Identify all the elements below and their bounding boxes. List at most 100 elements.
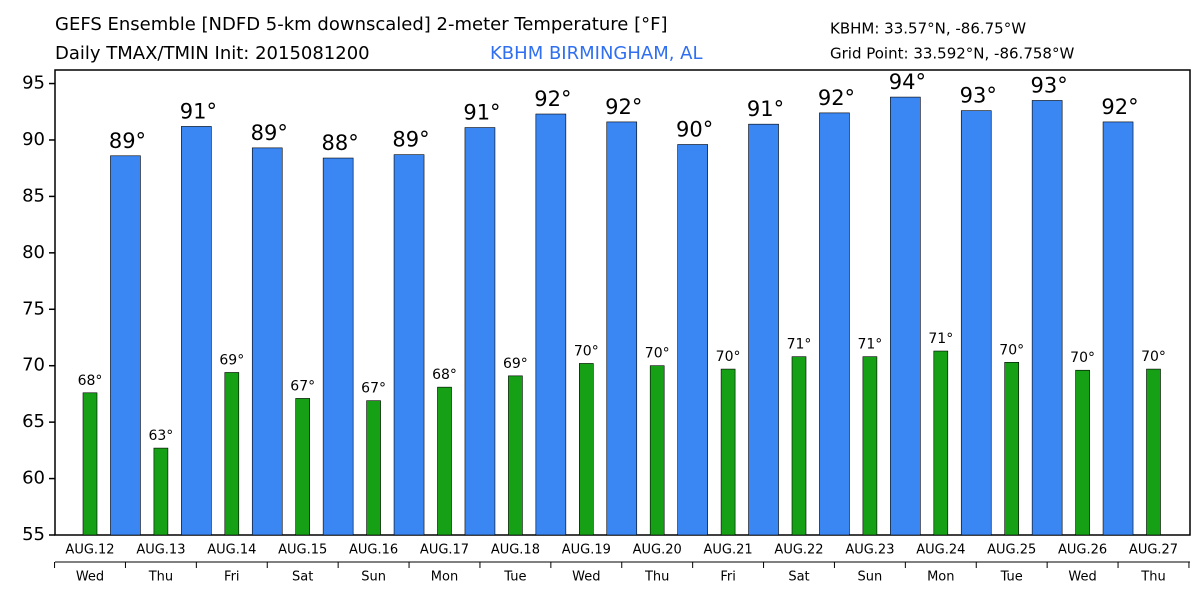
x-tick-label: AUG.12 [65,543,114,558]
max-bar [748,123,779,536]
min-bar [720,368,736,536]
x-tick-label: AUG.21 [704,543,753,558]
min-bar [1146,368,1161,536]
max-bar [1102,121,1134,536]
x-tick-label: AUG.25 [987,543,1036,558]
weekday-label: Mon [431,570,458,585]
x-tick-label: AUG.15 [278,543,327,558]
value-label: 68° [78,373,103,389]
y-tick-label: 90 [22,129,45,150]
min-bar [82,392,98,536]
min-bar [295,398,311,536]
y-tick-label: 75 [22,298,45,319]
y-tick-label: 80 [22,242,45,263]
x-tick-label: AUG.14 [207,543,256,558]
weekday-label: Wed [76,570,104,585]
max-bar [606,121,638,536]
value-label: 94° [889,70,926,94]
station-name: KBHM BIRMINGHAM, AL [490,43,703,64]
value-label: 92° [534,87,571,111]
min-bar [1075,369,1090,536]
value-label: 67° [290,378,315,394]
min-bar [862,356,878,536]
min-bar [366,400,381,536]
x-tick-label: AUG.24 [916,543,965,558]
value-label: 71° [787,337,812,353]
value-label: 63° [148,428,173,444]
chart-title: GEFS Ensemble [NDFD 5-km downscaled] 2-m… [55,14,667,35]
min-bar [649,365,665,536]
value-label: 70° [999,342,1024,358]
y-tick-label: 55 [22,524,45,545]
value-label: 70° [574,343,599,359]
value-label: 88° [322,131,359,155]
y-tick-label: 95 [22,73,45,94]
max-bar [677,144,708,536]
max-bar [181,126,212,536]
weekday-label: Sat [788,570,809,585]
station-coordinates: KBHM: 33.57°N, -86.75°W [830,20,1026,38]
weekday-label: Tue [503,570,526,585]
weekday-label: Tue [1000,570,1023,585]
x-tick-label: AUG.27 [1129,543,1178,558]
weekday-label: Thu [644,570,669,585]
weekday-label: Thu [1140,570,1165,585]
x-tick-label: AUG.18 [491,543,540,558]
max-bar [1031,100,1063,536]
min-bar [224,372,240,536]
max-bar [819,112,850,536]
y-tick-label: 70 [22,355,45,376]
x-tick-label: AUG.13 [136,543,185,558]
x-tick-label: AUG.19 [562,543,611,558]
weekday-label: Fri [224,570,240,585]
value-label: 90° [676,117,713,141]
weekday-label: Wed [1068,570,1096,585]
x-tick-label: AUG.17 [420,543,469,558]
min-bar [791,356,807,536]
max-bar [960,110,992,536]
value-label: 68° [432,367,457,383]
max-bar [393,154,425,536]
value-label: 67° [361,381,386,397]
value-label: 92° [818,86,855,110]
x-tick-label: AUG.20 [633,543,682,558]
weekday-label: Sun [858,570,883,585]
grid-point: Grid Point: 33.592°N, -86.758°W [830,45,1074,63]
value-label: 70° [645,346,670,362]
value-label: 93° [960,84,997,108]
value-label: 89° [392,128,429,152]
value-label: 69° [503,356,528,372]
value-label: 71° [928,331,953,347]
chart-subtitle: Daily TMAX/TMIN Init: 2015081200 [55,43,370,64]
value-label: 89° [251,121,288,145]
x-tick-label: AUG.16 [349,543,398,558]
max-bar [890,96,921,536]
weekday-label: Mon [927,570,954,585]
min-bar [508,375,523,536]
weekday-label: Wed [572,570,600,585]
max-bar [251,147,283,536]
max-bar [535,113,567,536]
value-label: 70° [1141,349,1166,365]
weekday-label: Sun [361,570,386,585]
min-bar [437,386,452,536]
weekday-label: Sat [292,570,313,585]
y-tick-label: 60 [22,468,45,489]
max-bar [322,157,354,536]
value-label: 91° [747,97,784,121]
weekday-label: Thu [148,570,173,585]
min-bar [578,363,594,536]
min-bar [933,350,949,536]
max-bar [464,127,496,536]
value-label: 92° [605,95,642,119]
x-tick-label: AUG.22 [774,543,823,558]
value-label: 70° [1070,350,1095,366]
weekday-label: Fri [720,570,736,585]
value-label: 71° [857,337,882,353]
min-bar [1004,362,1020,536]
y-tick-label: 65 [22,411,45,432]
value-label: 91° [180,99,217,123]
value-label: 69° [219,352,244,368]
value-label: 70° [716,349,741,365]
